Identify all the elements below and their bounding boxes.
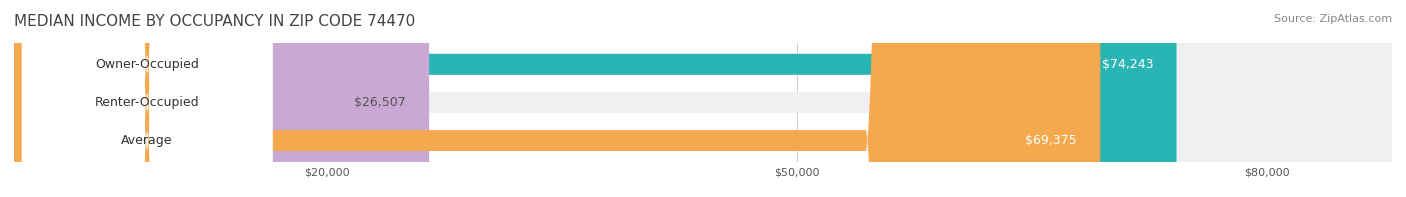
FancyBboxPatch shape	[14, 0, 1177, 197]
Text: Owner-Occupied: Owner-Occupied	[96, 58, 200, 71]
Text: MEDIAN INCOME BY OCCUPANCY IN ZIP CODE 74470: MEDIAN INCOME BY OCCUPANCY IN ZIP CODE 7…	[14, 14, 415, 29]
FancyBboxPatch shape	[22, 0, 273, 197]
Text: Renter-Occupied: Renter-Occupied	[94, 96, 200, 109]
Text: $69,375: $69,375	[1025, 134, 1077, 147]
FancyBboxPatch shape	[22, 0, 273, 197]
FancyBboxPatch shape	[14, 0, 1392, 197]
Text: Source: ZipAtlas.com: Source: ZipAtlas.com	[1274, 14, 1392, 24]
FancyBboxPatch shape	[14, 0, 1392, 197]
FancyBboxPatch shape	[22, 0, 273, 197]
Text: Average: Average	[121, 134, 173, 147]
Text: $74,243: $74,243	[1101, 58, 1153, 71]
FancyBboxPatch shape	[14, 0, 1101, 197]
FancyBboxPatch shape	[14, 0, 1392, 197]
FancyBboxPatch shape	[14, 0, 429, 197]
Text: $26,507: $26,507	[354, 96, 405, 109]
